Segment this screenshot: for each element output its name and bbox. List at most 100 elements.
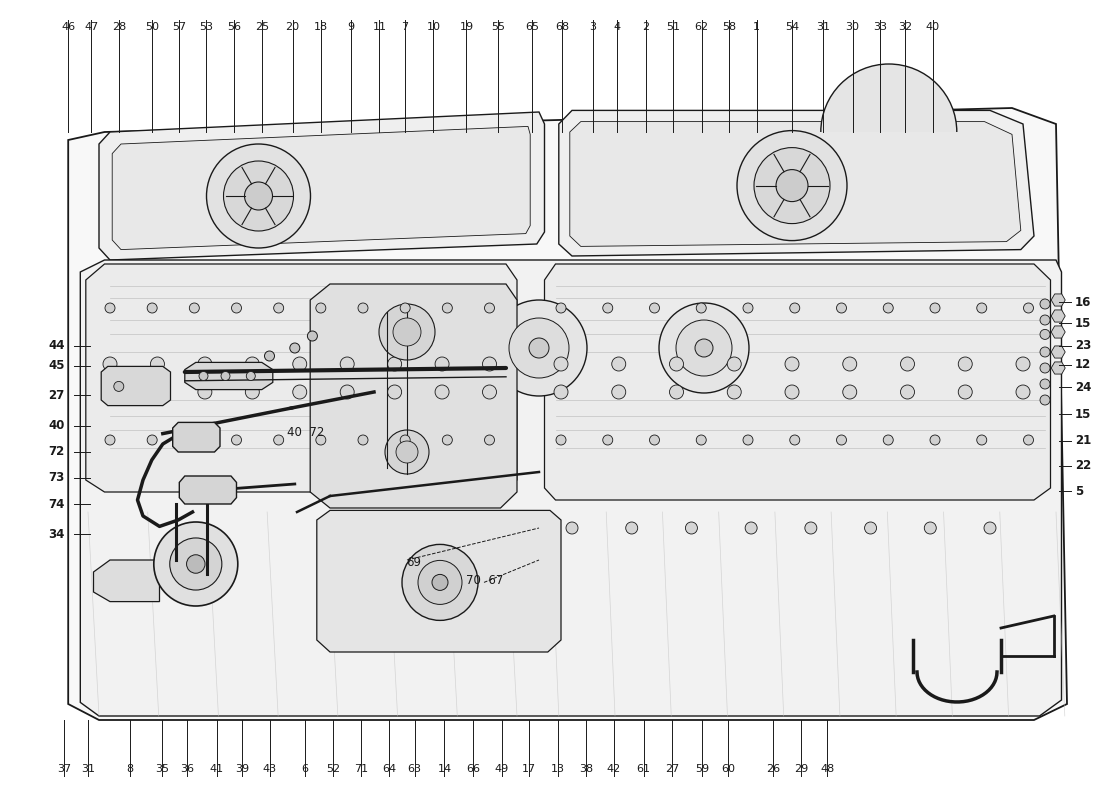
Text: 49: 49 — [495, 764, 508, 774]
Circle shape — [442, 435, 452, 445]
Text: 41: 41 — [210, 764, 223, 774]
Circle shape — [316, 435, 326, 445]
Text: 33: 33 — [873, 22, 887, 32]
Text: 27: 27 — [666, 764, 679, 774]
Circle shape — [754, 147, 830, 223]
Text: 9: 9 — [348, 22, 354, 32]
Polygon shape — [101, 366, 170, 406]
Circle shape — [685, 522, 697, 534]
Polygon shape — [179, 476, 236, 504]
Circle shape — [358, 435, 368, 445]
Text: 43: 43 — [263, 764, 276, 774]
Circle shape — [432, 574, 448, 590]
Circle shape — [244, 182, 273, 210]
Text: 18: 18 — [315, 22, 328, 32]
Circle shape — [901, 357, 914, 371]
Text: 56: 56 — [228, 22, 241, 32]
Circle shape — [1040, 347, 1050, 357]
Circle shape — [483, 357, 496, 371]
Text: 50: 50 — [145, 22, 158, 32]
Circle shape — [103, 385, 117, 399]
Text: 16: 16 — [1075, 296, 1091, 309]
Circle shape — [984, 522, 996, 534]
Circle shape — [379, 304, 434, 360]
Circle shape — [1016, 385, 1030, 399]
Circle shape — [805, 522, 817, 534]
Circle shape — [385, 430, 429, 474]
Circle shape — [566, 522, 578, 534]
Circle shape — [358, 303, 368, 313]
Circle shape — [207, 144, 310, 248]
Circle shape — [198, 385, 212, 399]
Text: 1: 1 — [754, 22, 760, 32]
Polygon shape — [570, 122, 1021, 246]
Circle shape — [1016, 357, 1030, 371]
Circle shape — [387, 385, 402, 399]
Text: eurospares: eurospares — [110, 555, 374, 597]
Circle shape — [529, 338, 549, 358]
Circle shape — [977, 303, 987, 313]
Polygon shape — [559, 110, 1034, 256]
Text: 47: 47 — [85, 22, 98, 32]
Text: 59: 59 — [695, 764, 708, 774]
Text: 21: 21 — [1075, 434, 1091, 447]
Text: 7: 7 — [402, 22, 408, 32]
Circle shape — [1023, 435, 1034, 445]
Text: 37: 37 — [57, 764, 70, 774]
Circle shape — [603, 435, 613, 445]
Circle shape — [659, 303, 749, 393]
Circle shape — [554, 357, 568, 371]
Text: 15: 15 — [1075, 408, 1091, 421]
Circle shape — [387, 357, 402, 371]
Circle shape — [676, 320, 732, 376]
Circle shape — [491, 300, 587, 396]
Circle shape — [113, 382, 124, 391]
Circle shape — [221, 371, 230, 381]
Text: 58: 58 — [723, 22, 736, 32]
Text: eurospares: eurospares — [616, 555, 880, 597]
Text: 2: 2 — [642, 22, 649, 32]
Circle shape — [154, 522, 238, 606]
Circle shape — [103, 357, 117, 371]
Text: 39: 39 — [235, 764, 249, 774]
Polygon shape — [821, 64, 957, 132]
Circle shape — [187, 554, 205, 574]
Text: 55: 55 — [492, 22, 505, 32]
Circle shape — [883, 435, 893, 445]
Text: 48: 48 — [821, 764, 834, 774]
Text: 31: 31 — [81, 764, 95, 774]
Text: 13: 13 — [551, 764, 564, 774]
Polygon shape — [544, 264, 1050, 500]
Circle shape — [274, 435, 284, 445]
Text: 4: 4 — [614, 22, 620, 32]
Circle shape — [104, 435, 116, 445]
Circle shape — [483, 385, 496, 399]
Circle shape — [649, 435, 660, 445]
Polygon shape — [1052, 362, 1065, 374]
Text: 25: 25 — [255, 22, 268, 32]
Polygon shape — [1052, 294, 1065, 306]
Circle shape — [289, 343, 300, 353]
Circle shape — [418, 560, 462, 605]
Circle shape — [612, 385, 626, 399]
Text: 51: 51 — [667, 22, 680, 32]
Circle shape — [198, 357, 212, 371]
Text: 70  67: 70 67 — [466, 574, 504, 587]
Circle shape — [396, 441, 418, 463]
Circle shape — [556, 435, 566, 445]
Circle shape — [695, 339, 713, 357]
Text: 34: 34 — [48, 528, 65, 541]
Text: 14: 14 — [438, 764, 451, 774]
Text: 12: 12 — [1075, 358, 1091, 371]
Circle shape — [843, 385, 857, 399]
Circle shape — [626, 522, 638, 534]
Circle shape — [958, 385, 972, 399]
Circle shape — [400, 435, 410, 445]
Text: 35: 35 — [155, 764, 168, 774]
Text: 10: 10 — [427, 22, 440, 32]
Text: 40: 40 — [926, 22, 939, 32]
Polygon shape — [1052, 310, 1065, 322]
Circle shape — [776, 170, 808, 202]
Text: 15: 15 — [1075, 317, 1091, 330]
Text: 28: 28 — [112, 22, 125, 32]
